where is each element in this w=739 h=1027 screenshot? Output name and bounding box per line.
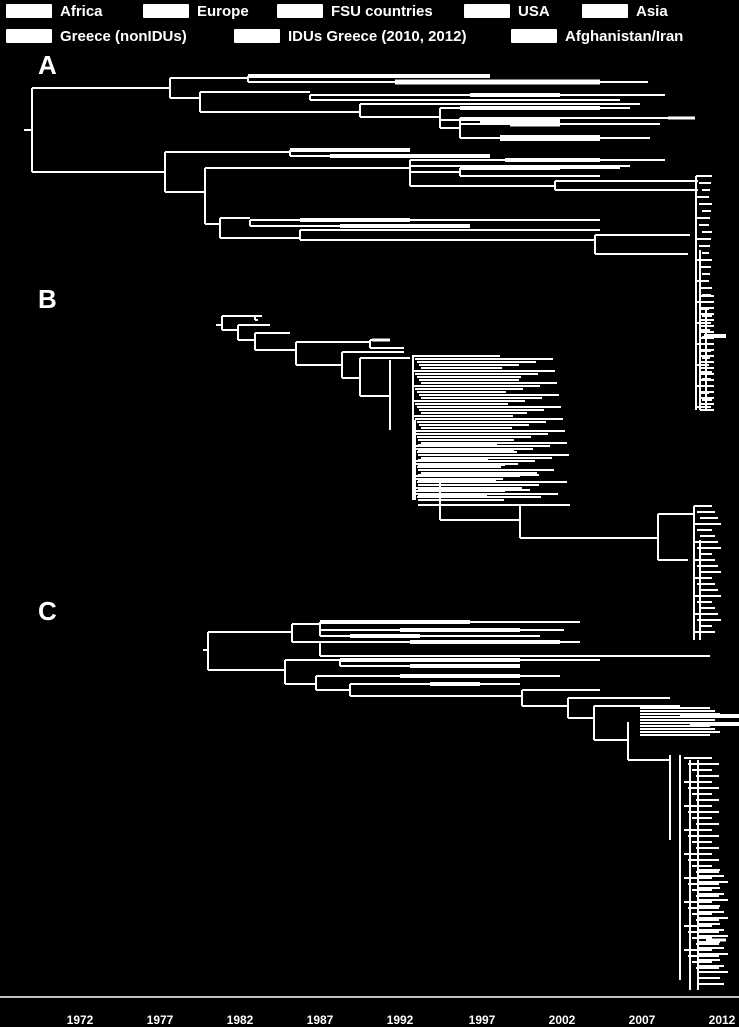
tip-bar	[510, 121, 560, 127]
legend-item-usa: USA	[464, 1, 550, 21]
tip-bar	[668, 116, 695, 120]
legend-label: Asia	[636, 2, 668, 20]
tip-bar	[320, 620, 470, 624]
axis-tick-label: 2002	[548, 1013, 576, 1027]
tip-bar	[425, 451, 517, 453]
legend-swatch-idus-greece	[234, 29, 280, 43]
tip-bar	[460, 166, 560, 170]
axis-tick-label: 1992	[386, 1013, 414, 1027]
tip-bar	[429, 487, 521, 489]
axis-tick-label: 2012	[708, 1013, 736, 1027]
tip-bar	[410, 640, 560, 644]
tip-bar	[300, 218, 410, 222]
panel-label-b: B	[38, 284, 57, 314]
tip-bar	[429, 367, 501, 369]
tree-panel-b	[216, 315, 721, 640]
tip-bar	[410, 664, 520, 668]
tip-bar	[704, 334, 726, 338]
legend-swatch-europe	[143, 4, 189, 18]
legend-item-asia: Asia	[582, 1, 668, 21]
legend-swatch-greece-nonidus	[6, 29, 52, 43]
legend-swatch-usa	[464, 4, 510, 18]
legend-label: Greece (nonIDUs)	[60, 27, 187, 45]
legend-swatch-asia	[582, 4, 628, 18]
legend-label: Europe	[197, 2, 249, 20]
legend-label: Afghanistan/Iran	[565, 27, 684, 45]
legend-item-africa: Africa	[6, 1, 103, 21]
tip-bar	[427, 379, 519, 381]
tip-bar	[430, 682, 480, 686]
legend-swatch-afghanistan-iran	[511, 29, 557, 43]
legend-swatch-africa	[6, 4, 52, 18]
tree-panel-c	[203, 620, 739, 990]
tip-bar	[400, 674, 520, 678]
legend-label: USA	[518, 2, 550, 20]
axis-tick-label: 1997	[468, 1013, 496, 1027]
tip-bar	[340, 658, 520, 662]
legend-item-europe: Europe	[143, 1, 249, 21]
legend-label: Africa	[60, 2, 103, 20]
legend: Africa Europe FSU countries USA Asia Gre…	[0, 0, 739, 50]
tip-bar	[395, 79, 600, 85]
tip-bar	[372, 338, 390, 342]
tip-bar	[350, 634, 420, 638]
tip-bar	[340, 224, 470, 228]
tip-bar	[680, 714, 739, 718]
tip-bar	[425, 391, 477, 393]
tip-bar	[423, 403, 495, 405]
tip-bar	[429, 427, 481, 429]
legend-item-afghanistan-iran: Afghanistan/Iran	[511, 26, 683, 46]
legend-item-fsu: FSU countries	[277, 1, 433, 21]
axis-tick-label: 1987	[306, 1013, 334, 1027]
legend-item-idus-greece: IDUs Greece (2010, 2012)	[234, 26, 466, 46]
tip-bar	[330, 154, 490, 158]
axis-tick-label: 1977	[146, 1013, 174, 1027]
legend-label: IDUs Greece (2010, 2012)	[288, 27, 467, 45]
tip-bar	[290, 148, 410, 152]
tip-bar	[248, 74, 490, 78]
tip-bar	[706, 938, 726, 942]
tip-bar	[421, 355, 473, 357]
tip-bar	[480, 117, 560, 123]
panel-label-a: A	[38, 50, 57, 80]
legend-item-greece-nonidus: Greece (nonIDUs)	[6, 26, 187, 46]
tip-bar	[470, 93, 560, 97]
tree-panel-a	[24, 74, 726, 411]
tip-bar	[460, 106, 600, 110]
tip-bar	[400, 628, 520, 632]
panel-label-c: C	[38, 596, 57, 626]
tip-bar	[421, 415, 513, 417]
legend-swatch-fsu	[277, 4, 323, 18]
tip-bar	[690, 722, 739, 726]
axis-tick-label: 1982	[226, 1013, 254, 1027]
axis-tick-label: 1972	[66, 1013, 94, 1027]
axis-tick-label: 2007	[628, 1013, 656, 1027]
legend-label: FSU countries	[331, 2, 433, 20]
tip-bar	[505, 158, 600, 162]
tip-bar	[500, 135, 600, 141]
